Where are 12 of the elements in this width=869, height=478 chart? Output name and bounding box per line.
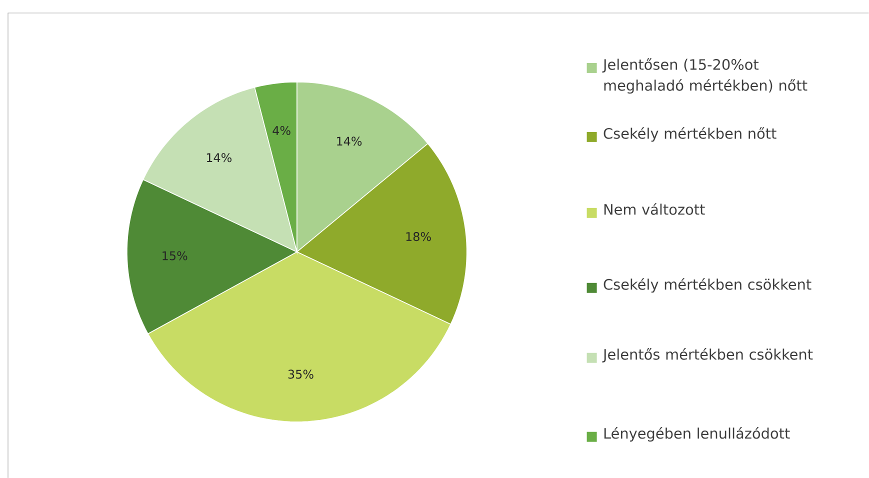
legend-label: Nem változott [604,203,705,215]
data-label: 4% [272,126,290,135]
data-label: 18% [406,232,431,242]
legend-label: Lényegében lenullázódott [604,426,790,442]
legend-label: Jelentősen (15-20%ot meghaladó mértékben) nőtt [602,58,808,94]
data-label: 14% [337,136,362,146]
legend-label: Csekély mértékben csökkent [604,278,812,293]
legend-label: Jelentős mértékben csökkent [602,348,813,362]
data-label: 15% [162,251,188,260]
data-label: 14% [206,153,232,162]
legend-label: Csekély mértékben nőtt [604,127,776,142]
data-label: 35% [288,370,314,379]
